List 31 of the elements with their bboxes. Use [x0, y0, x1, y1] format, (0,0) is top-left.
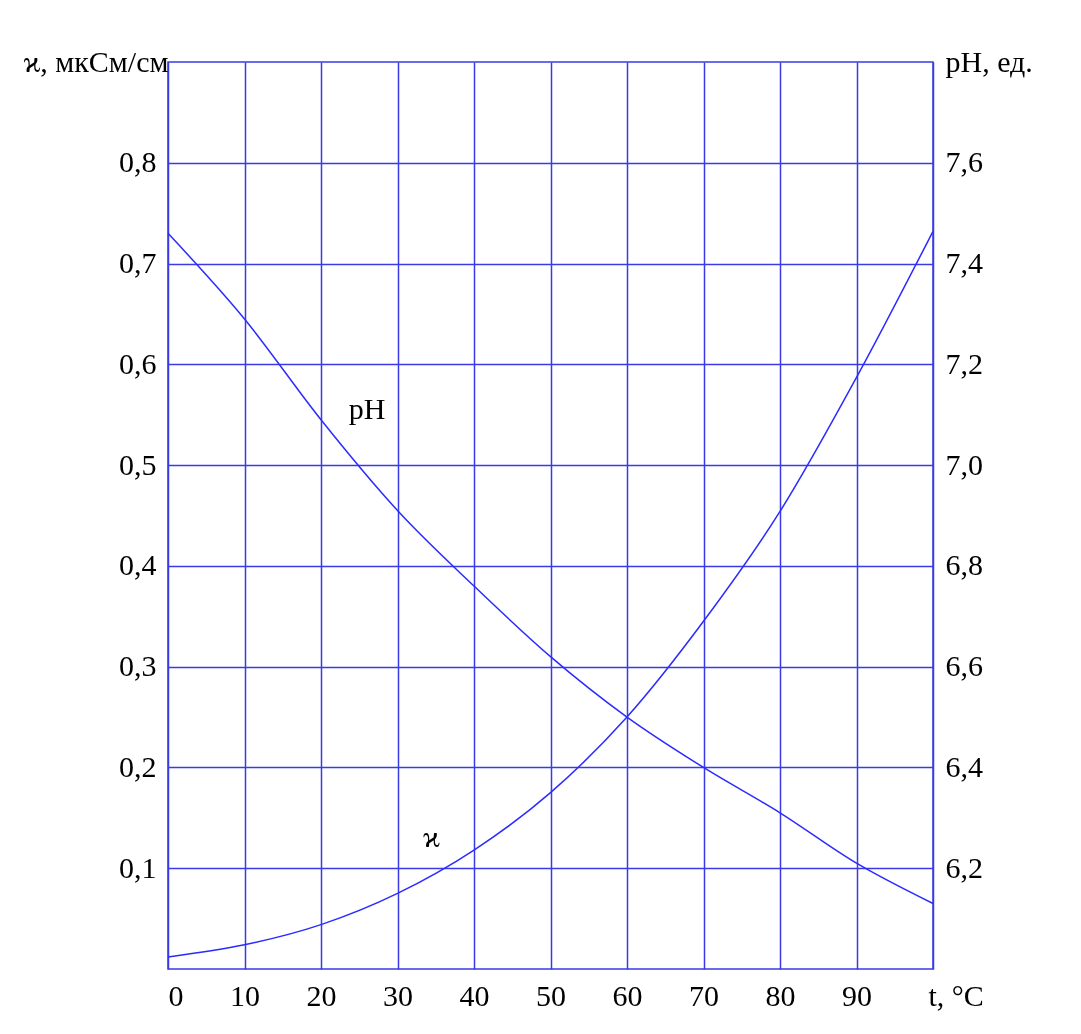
x-tick-label: 90 — [842, 978, 872, 1012]
y2-tick-label: 7,6 — [945, 145, 983, 179]
x-tick-label: 50 — [536, 978, 566, 1012]
series-label: pH — [348, 391, 386, 425]
y2-tick-label: 7,0 — [945, 447, 983, 481]
y-tick-label: 0,2 — [119, 749, 157, 783]
y-tick-label: 0,7 — [119, 246, 157, 280]
x-tick-label: 20 — [306, 978, 337, 1012]
y2-axis-title: pH, ед. — [945, 44, 1033, 78]
y-tick-label: 0,5 — [119, 447, 157, 481]
y-tick-label: 0,3 — [119, 649, 157, 683]
x-tick-label: 30 — [383, 978, 413, 1012]
y-tick-label: 0,8 — [119, 145, 157, 179]
x-axis-title: t, °C — [928, 978, 984, 1012]
series-label: ϰ — [423, 820, 441, 854]
y2-tick-label: 7,4 — [945, 246, 983, 280]
y2-tick-label: 6,6 — [945, 649, 983, 683]
x-tick-label: 40 — [459, 978, 490, 1012]
y2-tick-label: 6,4 — [945, 749, 983, 783]
y-tick-label: 0,1 — [119, 850, 157, 884]
y-tick-label: 0,4 — [119, 548, 157, 582]
y2-tick-label: 6,8 — [945, 548, 983, 582]
y2-tick-label: 6,2 — [945, 850, 983, 884]
x-tick-label: 60 — [612, 978, 643, 1012]
y2-tick-label: 7,2 — [945, 346, 983, 380]
x-tick-label: 0 — [168, 978, 184, 1012]
x-tick-label: 10 — [230, 978, 260, 1012]
x-tick-label: 80 — [765, 978, 796, 1012]
y-tick-label: 0,6 — [119, 346, 157, 380]
x-tick-label: 70 — [689, 978, 719, 1012]
y-axis-title: ϰ, мкСм/см — [23, 44, 169, 78]
